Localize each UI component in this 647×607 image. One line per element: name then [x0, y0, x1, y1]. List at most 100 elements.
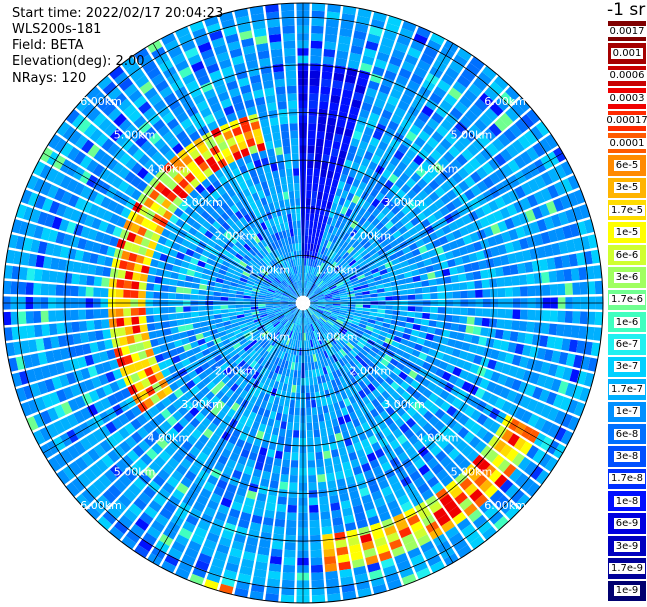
ppi-cell: [391, 401, 401, 411]
ppi-cell: [138, 290, 146, 299]
ppi-cell: [566, 399, 579, 414]
ppi-cell: [395, 386, 406, 396]
ppi-cell: [375, 404, 385, 414]
ppi-cell: [483, 347, 493, 358]
ppi-cell: [306, 415, 312, 423]
ppi-cell: [440, 455, 453, 468]
ppi-cell: [409, 263, 418, 271]
ppi-cell: [431, 131, 444, 143]
ppi-cell: [288, 100, 298, 109]
ppi-cell: [476, 413, 488, 426]
ppi-cell: [404, 428, 415, 440]
ppi-cell: [529, 465, 544, 481]
ppi-cell: [457, 167, 470, 180]
ppi-cell: [310, 304, 318, 307]
ppi-cell: [308, 273, 312, 282]
ppi-cell: [310, 299, 318, 302]
ppi-cell: [362, 377, 371, 386]
ppi-cell: [456, 47, 472, 62]
ppi-cell: [489, 318, 498, 328]
ppi-cell: [338, 358, 346, 367]
ppi-cell: [465, 372, 476, 383]
ppi-cell: [294, 235, 298, 244]
ppi-cell: [411, 349, 421, 358]
ppi-cell: [289, 482, 298, 491]
ppi-cell: [377, 248, 386, 256]
ppi-cell: [587, 311, 596, 325]
ppi-cell: [275, 185, 282, 194]
ppi-cell: [310, 243, 314, 252]
ppi-cell: [287, 93, 297, 102]
ppi-cell: [265, 94, 276, 104]
ppi-cell: [389, 55, 403, 67]
ppi-cell: [560, 161, 574, 176]
ppi-cell: [332, 275, 340, 282]
ppi-cell: [263, 164, 271, 174]
ppi-cell: [344, 254, 352, 262]
ppi-cell: [489, 172, 501, 185]
ppi-cell: [419, 273, 429, 281]
ppi-cell: [320, 511, 331, 520]
ppi-cell: [339, 308, 348, 311]
ppi-cell: [514, 472, 529, 488]
ppi-cell: [361, 55, 375, 66]
ppi-cell: [213, 305, 221, 310]
ppi-cell: [404, 86, 417, 99]
ppi-cell: [459, 115, 473, 129]
ppi-cell: [493, 516, 509, 531]
ppi-cell: [380, 273, 390, 280]
ppi-cell: [411, 248, 421, 257]
ppi-cell: [288, 108, 298, 116]
ppi-cell: [329, 494, 340, 504]
ppi-cell: [250, 296, 259, 300]
ppi-cell: [375, 338, 385, 346]
ppi-cell: [354, 84, 366, 95]
ppi-cell: [458, 324, 467, 333]
ppi-cell: [65, 334, 75, 346]
ppi-cell: [428, 415, 440, 427]
ppi-cell: [161, 321, 171, 329]
ppi-cell: [282, 214, 288, 223]
ppi-cell: [500, 91, 515, 106]
ppi-cell: [371, 198, 381, 208]
ppi-cell: [422, 293, 431, 300]
ppi-cell: [108, 278, 117, 288]
ppi-cell: [429, 313, 438, 321]
ppi-cell: [488, 469, 502, 483]
ppi-cell: [512, 286, 521, 297]
ppi-cell: [123, 289, 131, 298]
ppi-cell: [294, 415, 300, 423]
ppi-cell: [397, 161, 408, 172]
ppi-cell: [364, 329, 373, 335]
ppi-cell: [288, 190, 295, 199]
ppi-cell: [461, 342, 471, 352]
ppi-cell: [295, 355, 299, 363]
ppi-cell: [396, 235, 406, 244]
ppi-cell: [425, 439, 437, 451]
ppi-cell: [554, 181, 566, 196]
ppi-cell: [310, 298, 318, 302]
ppi-cell: [323, 548, 336, 558]
ppi-cell: [538, 452, 552, 468]
ppi-cell: [396, 326, 405, 333]
ppi-cell: [315, 320, 322, 328]
ppi-cell: [360, 348, 369, 357]
ppi-cell: [356, 147, 366, 158]
ppi-cell: [342, 322, 351, 328]
ppi-cell: [309, 274, 313, 282]
colorbar-tick-label: 0.0006: [607, 70, 647, 82]
ppi-cell: [428, 279, 437, 286]
ppi-cell: [472, 375, 483, 387]
ppi-cell: [333, 171, 341, 181]
ppi-cell: [228, 293, 236, 298]
ppi-cell: [387, 474, 399, 486]
ppi-cell: [367, 214, 376, 223]
ppi-cell: [361, 229, 370, 238]
ppi-cell: [148, 331, 157, 340]
ppi-cell: [504, 309, 513, 319]
ppi-cell: [415, 294, 423, 300]
ppi-cell: [565, 382, 576, 397]
ppi-cell: [436, 125, 449, 137]
ppi-cell: [321, 286, 329, 292]
colorbar-tick-label: 1e-9: [613, 585, 641, 597]
